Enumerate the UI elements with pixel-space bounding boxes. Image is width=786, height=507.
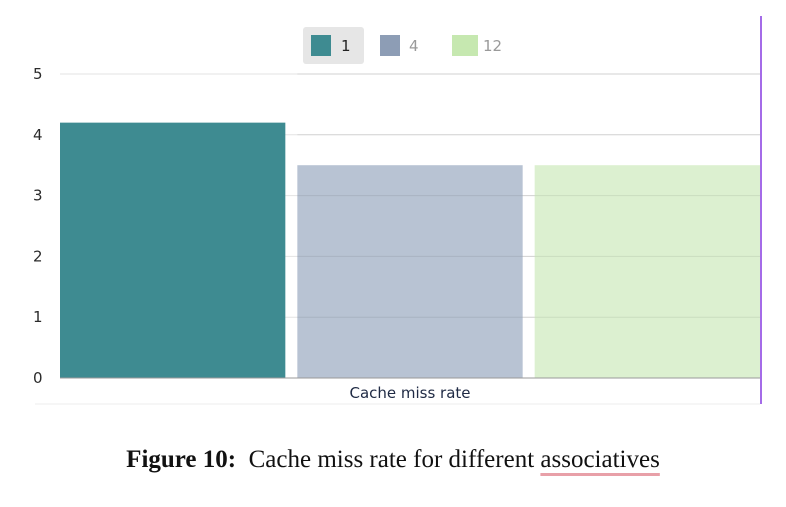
legend-swatch [311,35,331,56]
bar-series-1[interactable] [60,122,286,378]
legend-label: 1 [341,37,351,55]
legend-item-4[interactable]: 4 [380,35,419,56]
y-axis-ticks: 0 1 2 3 4 5 [33,65,43,387]
figure-number: Figure 10: [126,446,237,473]
legend-item-1[interactable]: 1 [303,27,364,64]
bar-series-12[interactable] [534,165,760,378]
legend-label: 4 [409,37,419,55]
legend-swatch [452,35,478,56]
y-tick-label: 3 [33,187,43,205]
legend-label: 12 [483,37,502,55]
y-tick-label: 0 [33,369,43,387]
caption-text: Cache miss rate for different [248,446,541,473]
bar-series-4[interactable] [297,165,523,378]
figure-caption: Figure 10: Cache miss rate for different… [0,446,786,474]
y-tick-label: 2 [33,247,43,265]
legend-item-12[interactable]: 12 [452,35,502,56]
x-axis-label: Cache miss rate [349,384,470,402]
y-tick-label: 4 [33,126,43,144]
caption-underlined-word: associatives [540,446,660,473]
y-tick-label: 1 [33,308,43,326]
legend-swatch [380,35,400,56]
bars [60,73,760,378]
legend[interactable]: 1 4 12 [303,27,502,64]
y-tick-label: 5 [33,65,43,83]
